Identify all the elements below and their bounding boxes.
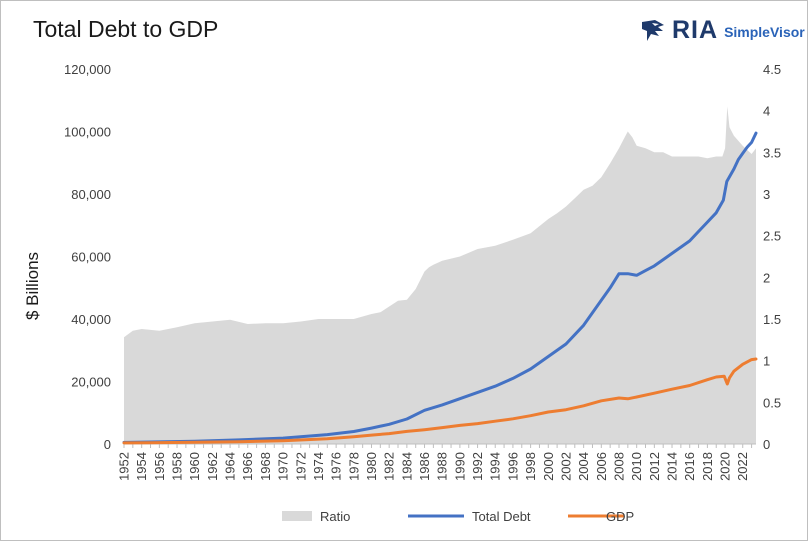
x-tick-label: 1988 (435, 452, 450, 481)
y2-tick-label: 1.5 (763, 312, 781, 327)
tick-labels-layer: 1952 1954 1956 1958 1960 1962 1964 1966 1968 1970… (64, 62, 781, 481)
y-tick-label: 20,000 (71, 375, 111, 390)
x-tick-label: 1956 (152, 452, 167, 481)
x-tick-label: 1994 (488, 452, 503, 481)
y-tick-label: 0 (104, 437, 111, 452)
x-tick-label: 2004 (576, 452, 591, 481)
x-tick-label: 2014 (665, 452, 680, 481)
y-tick-label: 40,000 (71, 312, 111, 327)
x-tick-label: 2006 (594, 452, 609, 481)
x-tick-label: 2008 (612, 452, 627, 481)
brand-logo: RIA SimpleVisor (640, 15, 805, 45)
x-tick-label: 1990 (452, 452, 467, 481)
y2-tick-label: 4.5 (763, 62, 781, 77)
x-tick-label: 2016 (682, 452, 697, 481)
y-axis-label: $ Billions (23, 252, 42, 320)
x-tick-label: 2018 (700, 452, 715, 481)
ratio-area-layer (124, 106, 756, 444)
x-tick-label: 2020 (718, 452, 733, 481)
y-tick-label: 100,000 (64, 125, 111, 140)
y2-tick-label: 0.5 (763, 395, 781, 410)
x-tick-label: 1998 (523, 452, 538, 481)
y2-tick-label: 2.5 (763, 229, 781, 244)
y-tick-label: 80,000 (71, 187, 111, 202)
x-tick-label: 1986 (417, 452, 432, 481)
legend: Ratio Total Debt GDP (282, 509, 634, 524)
x-tick-label: 2010 (629, 452, 644, 481)
brand-name: RIA (672, 15, 719, 44)
x-tick-label: 1978 (346, 452, 361, 481)
x-tick-label: 2002 (559, 452, 574, 481)
y2-tick-label: 1 (763, 354, 770, 369)
y2-tick-label: 3.5 (763, 145, 781, 160)
x-tick-label: 1968 (258, 452, 273, 481)
y2-tick-label: 4 (763, 104, 770, 119)
y-tick-label: 120,000 (64, 62, 111, 77)
x-tick-label: 1976 (329, 452, 344, 481)
x-tick-label: 1992 (470, 452, 485, 481)
x-tick-label: 1970 (276, 452, 291, 481)
x-tick-label: 1984 (399, 452, 414, 481)
x-tick-label: 1952 (117, 452, 132, 481)
y2-tick-label: 0 (763, 437, 770, 452)
legend-swatch-ratio (282, 511, 312, 521)
total-debt-line (122, 131, 758, 444)
x-tick-label: 2022 (735, 452, 750, 481)
x-tick-label: 1964 (223, 452, 238, 481)
x-tick-label: 2000 (541, 452, 556, 481)
legend-label-gdp: GDP (606, 509, 634, 524)
x-tick-label: 1966 (240, 452, 255, 481)
x-tick-label: 1982 (382, 452, 397, 481)
y2-tick-label: 2 (763, 270, 770, 285)
x-tick-label: 1958 (170, 452, 185, 481)
brand-product: SimpleVisor (724, 24, 805, 40)
axes-layer (123, 443, 756, 448)
eagle-icon (642, 20, 664, 41)
x-tick-label: 1962 (205, 452, 220, 481)
x-tick-label: 1954 (134, 452, 149, 481)
chart-title: Total Debt to GDP (33, 16, 219, 42)
gdp-line (122, 357, 758, 445)
x-tick-label: 1960 (187, 452, 202, 481)
y2-tick-label: 3 (763, 187, 770, 202)
x-tick-label: 1996 (505, 452, 520, 481)
x-tick-label: 2012 (647, 452, 662, 481)
ratio-area (124, 106, 756, 444)
legend-label-ratio: Ratio (320, 509, 350, 524)
x-tick-label: 1974 (311, 452, 326, 481)
x-tick-label: 1980 (364, 452, 379, 481)
legend-label-total-debt: Total Debt (472, 509, 531, 524)
line-series-layer (122, 131, 758, 445)
y-tick-label: 60,000 (71, 250, 111, 265)
x-tick-label: 1972 (293, 452, 308, 481)
